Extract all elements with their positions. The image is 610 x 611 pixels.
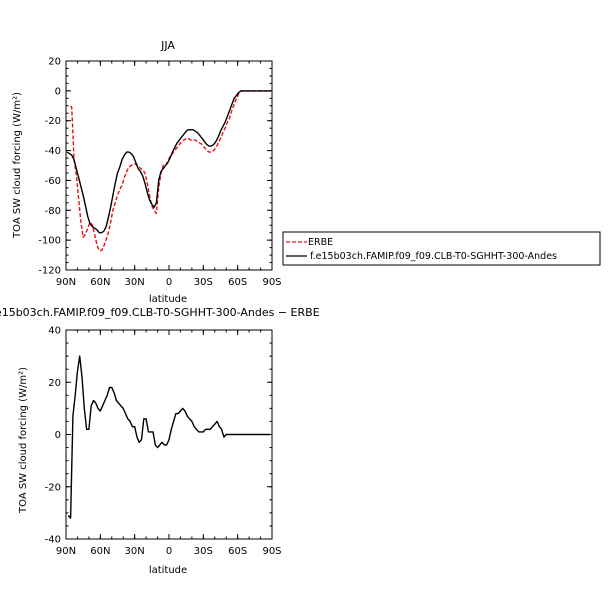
y-tick-label: 20 [48,57,61,68]
x-tick-label: 0 [166,546,172,557]
y-tick-label: -40 [45,535,61,546]
y-tick-label: -60 [45,176,61,187]
y-tick-label: -20 [45,116,61,127]
x-tick-label: 0 [166,277,172,288]
series-line-difference [67,355,270,519]
y-tick-label: 20 [48,378,61,389]
y-tick-label: -120 [38,266,61,277]
bottom-x-axis-label: latitude [149,565,187,576]
x-tick-label: 90N [56,277,76,288]
y-tick-label: -100 [38,236,61,247]
x-tick-label: 60N [90,546,110,557]
legend: ERBE f.e15b03ch.FAMIP.f09_f09.CLB-T0-SGH… [282,231,601,266]
x-tick-label: 60S [228,546,247,557]
y-tick-label: -80 [45,206,61,217]
y-tick-label: 0 [55,430,61,441]
y-tick-label: -20 [45,482,61,493]
x-tick-label: 30N [125,277,145,288]
x-tick-label: 90S [262,546,281,557]
top-x-axis-label: latitude [149,294,187,305]
panel-bottom: f.e15b03ch.FAMIP.f09_f09.CLB-T0-SGHHT-30… [0,306,320,576]
y-tick-label: -40 [45,146,61,157]
x-tick-label: 30N [125,546,145,557]
x-tick-label: 30S [194,277,213,288]
top-data-lines [66,90,271,252]
top-plot-frame [65,60,273,271]
x-tick-label: 60S [228,277,247,288]
bottom-chart-title: f.e15b03ch.FAMIP.f09_f09.CLB-T0-SGHHT-30… [0,306,320,319]
x-tick-label: 30S [194,546,213,557]
y-tick-label: 40 [48,326,61,337]
bottom-y-axis-label: TOA SW cloud forcing (W/m²) [18,367,29,514]
x-tick-label: 90S [262,277,281,288]
top-y-axis-label: TOA SW cloud forcing (W/m²) [12,92,23,239]
legend-label-erbe: ERBE [308,237,333,248]
series-line-f-e15b03ch-famip-f09-f09-clb-t [66,90,271,234]
series-line-erbe [70,90,271,252]
y-tick-label: 0 [55,86,61,97]
legend-box [282,231,601,266]
x-tick-label: 90N [56,546,76,557]
bottom-data-lines [67,355,270,519]
top-chart-title: JJA [160,39,175,52]
legend-label-model: f.e15b03ch.FAMIP.f09_f09.CLB-T0-SGHHT-30… [310,251,557,262]
x-tick-label: 60N [90,277,110,288]
